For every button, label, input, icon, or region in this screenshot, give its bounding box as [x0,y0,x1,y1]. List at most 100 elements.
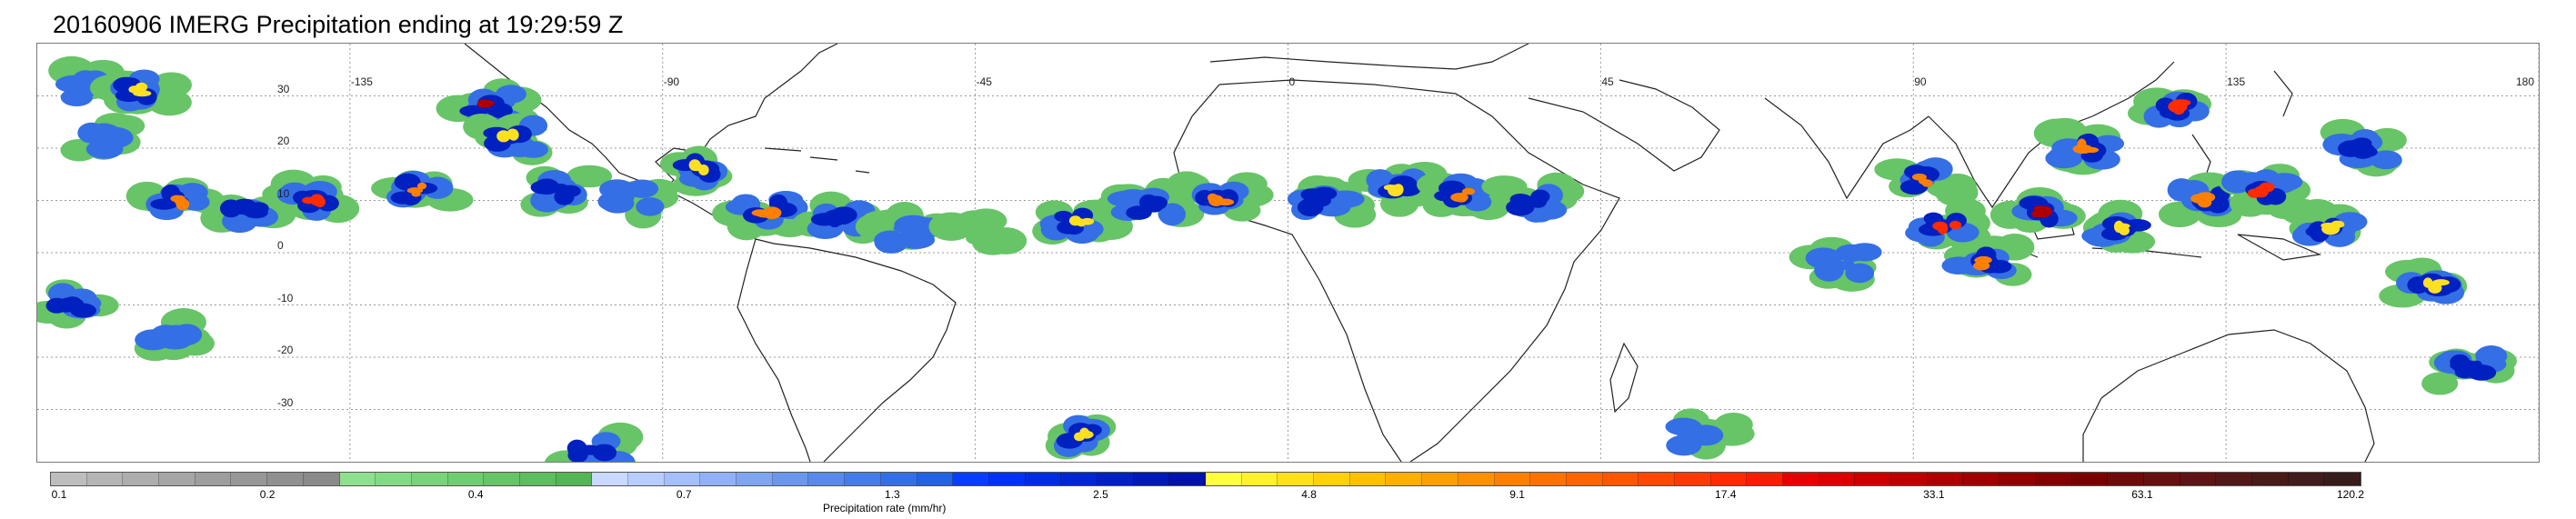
colorbar-tick-label: 0.1 [51,488,67,501]
precip-blob [477,99,495,107]
colorbar-segment [86,473,124,485]
arabia-coast [1528,79,1720,172]
colorbar-segment [1855,473,1892,485]
colorbar-segment [1458,473,1495,485]
precip-cell [1481,172,1585,223]
precip-blob [592,444,617,462]
precip-cell [928,208,1027,255]
longitude-label: -90 [663,75,680,88]
colorbar-segment [1602,473,1639,485]
colorbar-segment [2324,473,2360,485]
colorbar-segment [880,473,917,485]
colorbar-segment [231,473,268,485]
precip-cell [37,279,119,329]
colorbar-segment [1206,473,1242,485]
colorbar-segment [737,473,773,485]
colorbar-segment [556,473,593,485]
colorbar-segment [1710,473,1748,485]
precip-cell [1941,234,2035,286]
colorbar-title: Precipitation rate (mm/hr) [823,502,947,514]
colorbar-tick-label: 4.8 [1301,488,1317,501]
precip-cell [371,170,474,212]
colorbar-segment [2251,473,2289,485]
colorbar-segment [519,473,556,485]
colorbar-segment [1422,473,1458,485]
precip-cell [520,165,613,217]
precip-blob [2033,205,2044,213]
precip-blob [64,296,82,307]
colorbar-segment [195,473,232,485]
precip-blob [985,227,1027,255]
precip-cell [1166,171,1274,222]
precip-blob [1949,220,1962,230]
latitude-label: -10 [277,291,294,304]
precip-blob [496,130,511,143]
precip-blob [581,444,599,452]
precip-cell [60,113,145,162]
precip-blob [394,173,421,191]
precip-cell [1095,177,1205,227]
precip-blob [2221,170,2253,194]
colorbar-segment [1349,473,1387,485]
precip-blob [1699,431,1713,438]
precip-blob [2253,185,2269,198]
colorbar-segment [1819,473,1856,485]
colorbar-segment [845,473,881,485]
precip-cell [262,169,360,224]
precip-blob [1805,247,1842,269]
colorbar-segment [1747,473,1783,485]
precip-cell [597,178,679,229]
precip-cell [2320,118,2407,177]
colorbar-segment [1278,473,1315,485]
precip-blob [230,207,246,214]
colorbar-segment [917,473,954,485]
colorbar-segment [1241,473,1278,485]
longitude-label: 90 [1914,75,1927,88]
precip-blob [1923,212,1944,225]
colorbar-segment [339,473,376,485]
precip-cell [134,308,215,362]
colorbar-segment [1963,473,2000,485]
precip-blob [146,89,192,116]
precip-cell [2081,199,2156,254]
precip-cell [1417,172,1510,221]
longitude-label: 135 [2227,75,2246,88]
colorbar-segment [1025,473,1062,485]
mediterranean-coast [1209,44,1529,70]
precipitation-map[interactable] [36,43,2540,463]
colorbar-segment [664,473,701,485]
precip-blob [1079,430,1094,439]
colorbar-tick-label: 2.5 [1093,488,1108,501]
colorbar-segment [1891,473,1928,485]
precip-blob [688,159,701,172]
precip-cell [712,190,813,241]
precip-blob [860,210,901,234]
precip-cell [2033,117,2125,175]
colorbar-segment [376,473,412,485]
colorbar-tick-label: 9.1 [1509,488,1525,501]
latitude-label: 0 [277,239,284,252]
precip-blob [1142,200,1153,209]
precip-blob [175,197,190,211]
colorbar-segment [1133,473,1170,485]
colorbar-tick-label: 120.2 [2336,488,2365,501]
precip-blob [79,80,95,86]
precip-blob [2456,359,2467,368]
southeast-asia-coast [1928,61,2175,209]
colorbar-segment [592,473,628,485]
precip-blob [966,232,984,245]
precip-cell [1032,199,1133,245]
colorbar-segment [303,473,340,485]
precip-blob [2370,150,2402,170]
south-america-coast [737,238,957,462]
precip-blob [1834,262,1853,271]
precip-blob [625,194,635,202]
precip-cell [125,177,226,221]
precip-blob [2190,194,2210,204]
colorbar-segment [1674,473,1711,485]
colorbar-segment [2035,473,2072,485]
colorbar-segment [447,473,485,485]
precip-blob [517,141,548,158]
precip-blob [566,165,613,188]
precip-cell [2127,87,2212,128]
